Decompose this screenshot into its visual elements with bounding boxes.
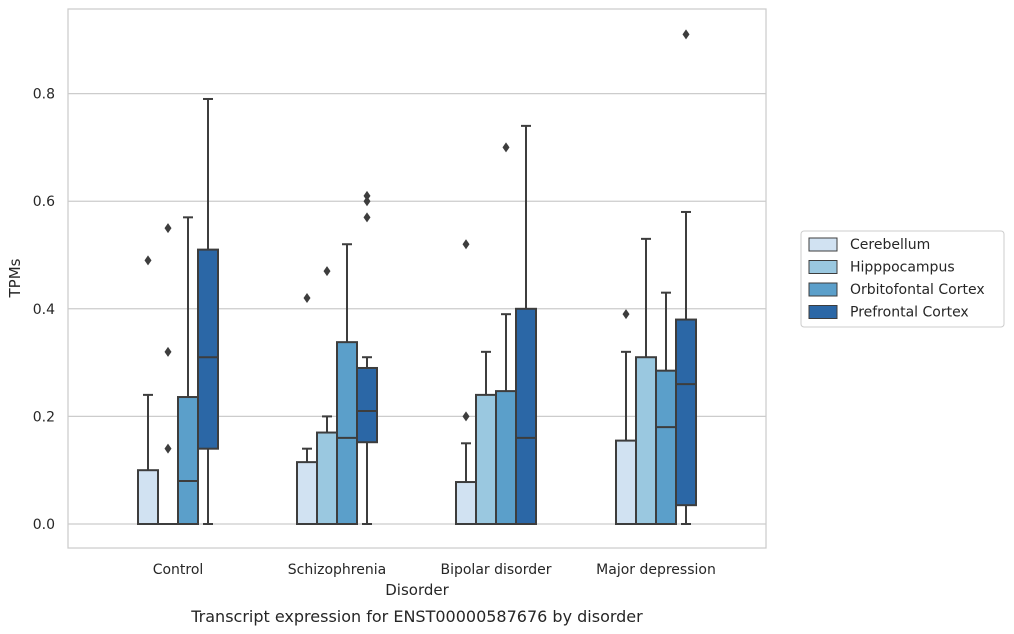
box-iqr <box>675 318 697 507</box>
y-tick-label: 0.4 <box>33 302 55 318</box>
outlier-point <box>363 212 371 223</box>
y-tick-label: 0.6 <box>33 194 55 210</box>
x-tick-labels: Control Schizophrenia Bipolar disorder Majo… <box>153 562 716 578</box>
x-tick-label: Bipolar disorder <box>440 562 551 578</box>
legend-label: Orbitofontal Cortex <box>850 282 985 298</box>
x-tick-label: Major depression <box>596 562 716 578</box>
legend: Cerebellum Hipppocampus Orbitofontal Corte… <box>800 230 1005 328</box>
box-orbitofontal-cortex <box>177 216 199 526</box>
legend-frame <box>800 230 1005 328</box>
box-cerebellum <box>137 255 159 526</box>
box-hipppocampus <box>635 237 657 525</box>
box-iqr <box>316 431 338 526</box>
legend-swatch <box>808 282 838 297</box>
box-hipppocampus <box>316 266 338 526</box>
box-hipppocampus <box>475 350 497 525</box>
box-orbitofontal-cortex <box>495 142 517 526</box>
figure-caption: Transcript expression for ENST0000058767… <box>190 607 643 626</box>
outlier-point <box>144 255 152 266</box>
outlier-point <box>164 443 172 454</box>
y-tick-labels: 0.0 0.2 0.4 0.6 0.8 <box>33 87 55 533</box>
box-hipppocampus <box>158 223 178 525</box>
box-iqr <box>356 366 378 444</box>
outlier-point <box>363 190 371 201</box>
box-iqr <box>455 481 477 526</box>
outlier-point <box>462 411 470 422</box>
legend-label: Prefrontal Cortex <box>850 305 969 321</box>
box-prefrontal-cortex <box>356 190 378 525</box>
y-axis-title: TPMs <box>6 258 24 298</box>
box-iqr <box>197 248 219 450</box>
outlier-point <box>323 266 331 277</box>
legend-swatch <box>808 260 838 274</box>
box-iqr <box>495 390 517 526</box>
box-layer <box>137 29 697 526</box>
outlier-point <box>164 346 172 357</box>
box-prefrontal-cortex <box>515 124 537 525</box>
outlier-point <box>622 309 630 320</box>
box-prefrontal-cortex <box>197 97 219 525</box>
legend-label: Hipppocampus <box>850 260 955 276</box>
box-iqr <box>515 307 537 525</box>
outlier-point <box>502 142 510 153</box>
legend-swatch <box>808 305 838 319</box>
plot-frame <box>67 8 767 549</box>
outlier-point <box>164 223 172 234</box>
box-iqr <box>475 393 497 525</box>
box-cerebellum <box>455 239 477 526</box>
box-iqr <box>655 369 677 526</box>
box-orbitofontal-cortex <box>655 291 677 526</box>
outlier-point <box>462 239 470 250</box>
box-iqr <box>177 396 199 526</box>
box-iqr <box>137 469 159 526</box>
box-orbitofontal-cortex <box>336 243 358 525</box>
outlier-point <box>682 29 690 40</box>
box-cerebellum <box>296 293 318 526</box>
box-iqr <box>635 356 657 525</box>
legend-label: Cerebellum <box>850 237 930 253</box>
y-tick-label: 0.8 <box>33 87 55 103</box>
x-tick-label: Schizophrenia <box>288 562 386 578</box>
outlier-point <box>363 196 371 207</box>
y-tick-label: 0.0 <box>33 517 55 533</box>
x-tick-label: Control <box>153 562 204 578</box>
legend-swatch <box>808 237 838 252</box>
box-iqr <box>615 439 637 525</box>
box-prefrontal-cortex <box>675 29 697 525</box>
x-axis-title: Disorder <box>385 581 449 599</box>
y-tick-label: 0.2 <box>33 409 55 425</box>
box-iqr <box>296 461 318 526</box>
outlier-point <box>303 293 311 304</box>
box-iqr <box>336 341 358 525</box>
